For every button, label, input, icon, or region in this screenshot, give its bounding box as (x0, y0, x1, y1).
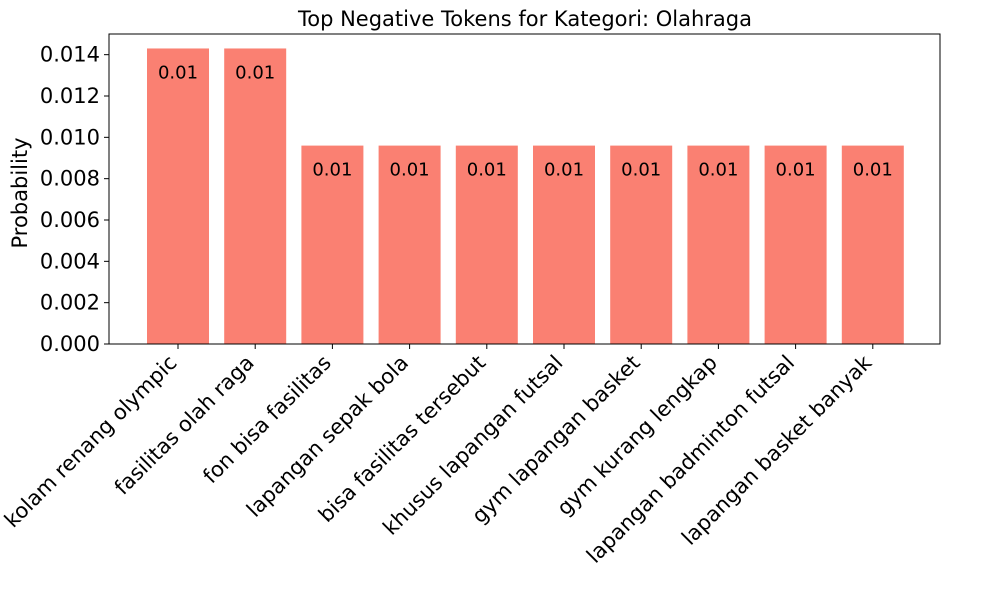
bar (533, 145, 595, 344)
bar (764, 145, 827, 344)
x-tick-label: fon bisa fasilitas (198, 351, 336, 489)
bar-value-label: 0.01 (853, 160, 893, 181)
bar (224, 48, 287, 344)
y-tick-label: 0.002 (40, 291, 100, 315)
y-tick-label: 0.008 (40, 167, 100, 191)
plot-frame (108, 33, 941, 345)
bar (378, 145, 441, 344)
bar-value-label: 0.01 (621, 160, 661, 181)
bar-value-label: 0.01 (312, 160, 352, 181)
data-labels-group: 0.01 0.01 0.01 0.01 0.01 0.01 0.01 0.01 0.01 0.01 (158, 62, 893, 180)
bar (687, 145, 750, 344)
x-tick-label: fasilitas olah raga (110, 351, 259, 500)
y-tick-label: 0.006 (40, 208, 100, 232)
bar-value-label: 0.01 (698, 160, 738, 181)
chart-title: Top Negative Tokens for Kategori: Olahra… (297, 7, 752, 31)
bar-value-label: 0.01 (390, 160, 430, 181)
bar (610, 145, 673, 344)
y-axis-label: Probability (8, 137, 32, 248)
bars-group (147, 48, 904, 344)
bar-value-label: 0.01 (544, 160, 584, 181)
y-axis: 0.000 0.002 0.004 0.006 0.008 0.010 0.012 0.014 (40, 43, 109, 356)
y-tick-label: 0.004 (40, 249, 100, 273)
bar (841, 145, 904, 344)
y-tick-label: 0.000 (40, 332, 100, 356)
bar-value-label: 0.01 (467, 160, 507, 181)
y-tick-label: 0.012 (40, 84, 100, 108)
bar (301, 145, 364, 344)
bar (147, 48, 209, 344)
y-tick-label: 0.014 (40, 43, 100, 67)
bar-value-label: 0.01 (158, 62, 198, 83)
bar-value-label: 0.01 (776, 160, 816, 181)
y-tick-label: 0.010 (40, 125, 100, 149)
bar-value-label: 0.01 (235, 62, 275, 83)
bar (455, 145, 518, 344)
